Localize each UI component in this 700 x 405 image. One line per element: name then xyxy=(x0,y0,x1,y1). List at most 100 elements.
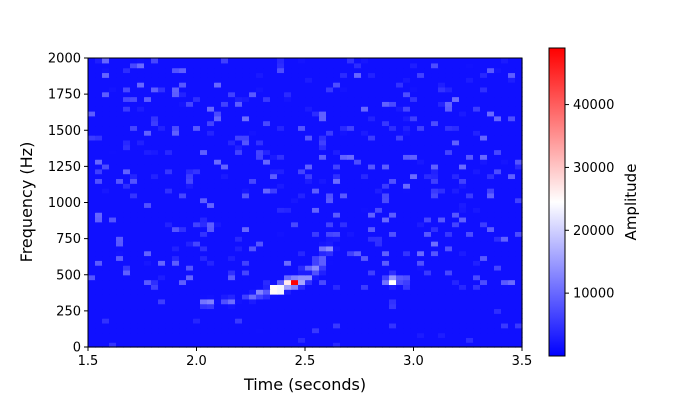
heatmap-cell xyxy=(102,202,110,208)
heatmap-cell xyxy=(242,255,250,261)
heatmap-cell xyxy=(193,308,201,314)
heatmap-cell xyxy=(480,284,488,290)
heatmap-cell xyxy=(417,212,425,218)
heatmap-cell xyxy=(144,106,152,112)
heatmap-cell xyxy=(109,221,117,228)
heatmap-cell xyxy=(473,82,481,88)
heatmap-cell xyxy=(417,327,425,334)
heatmap-cell xyxy=(186,154,194,160)
heatmap-cell xyxy=(305,221,313,228)
heatmap-cell xyxy=(354,154,362,160)
heatmap-cell xyxy=(256,303,264,310)
heatmap-cell xyxy=(151,135,159,141)
heatmap-cell xyxy=(459,86,467,93)
heatmap-cell xyxy=(242,149,250,155)
heatmap-cell xyxy=(473,332,481,338)
heatmap-cell xyxy=(137,313,145,319)
heatmap-cell xyxy=(200,188,208,194)
heatmap-cell xyxy=(137,82,145,88)
heatmap-cell xyxy=(172,154,180,160)
heatmap-cell xyxy=(221,77,229,83)
heatmap-cell xyxy=(179,255,187,261)
heatmap-cell xyxy=(109,298,117,305)
heatmap-cell xyxy=(466,67,474,74)
heatmap-cell xyxy=(291,154,299,160)
heatmap-cell xyxy=(270,86,278,93)
heatmap-cell xyxy=(88,115,96,122)
heatmap-cell xyxy=(221,120,229,127)
heatmap-cell xyxy=(382,159,390,165)
heatmap-cell xyxy=(396,289,404,295)
heatmap-cell xyxy=(116,327,124,334)
heatmap-cell xyxy=(144,149,152,155)
heatmap-cell xyxy=(480,197,488,204)
heatmap-cell xyxy=(347,168,355,175)
heatmap-cell xyxy=(305,245,313,252)
heatmap-cell xyxy=(256,178,264,184)
heatmap-cell xyxy=(459,197,467,204)
heatmap-cell xyxy=(508,91,516,98)
heatmap-cell xyxy=(445,216,453,223)
heatmap-cell xyxy=(487,67,495,74)
heatmap-cell xyxy=(214,197,222,204)
heatmap-cell xyxy=(431,183,439,189)
heatmap-cell xyxy=(214,236,222,242)
heatmap-cell xyxy=(417,144,425,151)
heatmap-cell xyxy=(123,236,131,242)
heatmap-cell xyxy=(228,226,236,232)
heatmap-cell xyxy=(487,139,495,146)
heatmap-cell xyxy=(95,241,103,247)
heatmap-cell xyxy=(508,96,516,102)
heatmap-cell xyxy=(270,284,278,290)
heatmap-cell xyxy=(382,332,390,338)
heatmap-cell xyxy=(116,308,124,314)
heatmap-cell xyxy=(102,96,110,102)
heatmap-cell xyxy=(116,250,124,257)
heatmap-cell xyxy=(109,289,117,295)
heatmap-cell xyxy=(438,77,446,83)
heatmap-cell xyxy=(277,294,285,300)
heatmap-cell xyxy=(501,274,509,281)
heatmap-cell xyxy=(438,183,446,189)
heatmap-cell xyxy=(256,106,264,112)
heatmap-cell xyxy=(235,342,243,348)
y-tick-label: 1250 xyxy=(48,160,81,175)
heatmap-cell xyxy=(179,245,187,252)
heatmap-cell xyxy=(88,96,96,102)
heatmap-cell xyxy=(130,216,138,223)
heatmap-cell xyxy=(298,192,306,199)
heatmap-cell xyxy=(235,178,243,184)
heatmap-cell xyxy=(382,72,390,78)
heatmap-cell xyxy=(312,212,320,218)
heatmap-cell xyxy=(221,226,229,232)
heatmap-cell xyxy=(305,342,313,348)
heatmap-cell xyxy=(249,298,257,305)
heatmap-cell xyxy=(172,342,180,348)
heatmap-cell xyxy=(494,231,502,237)
heatmap-cell xyxy=(172,322,180,329)
heatmap-cell xyxy=(340,106,348,112)
heatmap-cell xyxy=(368,221,376,228)
heatmap-cell xyxy=(340,269,348,276)
heatmap-cell xyxy=(207,110,215,117)
heatmap-cell xyxy=(375,115,383,122)
heatmap-cell xyxy=(102,58,110,64)
heatmap-cell xyxy=(242,91,250,98)
heatmap-cell xyxy=(144,159,152,165)
heatmap-cell xyxy=(214,154,222,160)
heatmap-cell xyxy=(298,212,306,218)
heatmap-cell xyxy=(368,159,376,165)
heatmap-cell xyxy=(193,245,201,252)
heatmap-cell xyxy=(347,255,355,261)
heatmap-cell xyxy=(424,197,432,204)
heatmap-cell xyxy=(445,62,453,69)
heatmap-cell xyxy=(102,289,110,295)
heatmap-cell xyxy=(242,313,250,319)
heatmap-cell xyxy=(487,212,495,218)
heatmap-cell xyxy=(130,183,138,189)
heatmap-cell xyxy=(452,322,460,329)
heatmap-cell xyxy=(326,241,334,247)
heatmap-cell xyxy=(340,86,348,93)
heatmap-cell xyxy=(445,163,453,170)
heatmap-cell xyxy=(186,183,194,189)
